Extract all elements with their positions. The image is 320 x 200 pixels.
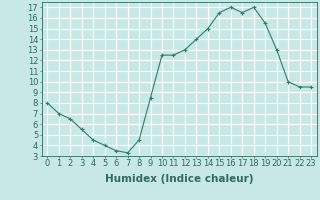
X-axis label: Humidex (Indice chaleur): Humidex (Indice chaleur) xyxy=(105,174,253,184)
